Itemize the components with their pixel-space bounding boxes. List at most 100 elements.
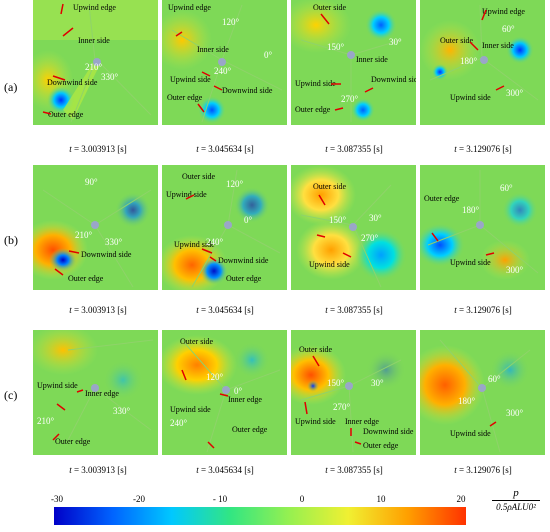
angle-label: 240°	[170, 418, 188, 428]
panel-b-1: 90° 210° 330° Downwind side Outer edge	[33, 165, 158, 290]
row-label-c: (c)	[4, 388, 18, 402]
angle-label: 300°	[506, 265, 524, 275]
unit-numerator: p	[513, 487, 519, 499]
angle-label: 330°	[113, 406, 131, 416]
angle-label: 30°	[369, 213, 382, 223]
time-value: 3.045634	[208, 144, 243, 154]
angle-label: 180°	[462, 205, 480, 215]
time-label: t = 3.129076 [s]	[454, 305, 512, 315]
time-label: t = 3.087355 [s]	[325, 465, 383, 475]
ann-label: Inner side	[78, 36, 110, 45]
colorbar-tick: 10	[376, 494, 386, 504]
angle-label: 60°	[500, 183, 513, 193]
time-label: t = 3.087355 [s]	[325, 144, 383, 154]
time-value: 3.129076	[466, 144, 501, 154]
angle-label: 210°	[37, 416, 55, 426]
ann-label: Upwind side	[170, 75, 211, 84]
angle-label: 180°	[458, 396, 476, 406]
angle-label: 120°	[226, 179, 244, 189]
ann-label: Upwind side	[295, 417, 336, 426]
ann-label: Outer edge	[295, 105, 331, 114]
angle-label: 210°	[75, 230, 93, 240]
ann-label: Downwind side	[371, 75, 416, 84]
ann-label: Inner edge	[85, 389, 119, 398]
angle-label: 30°	[371, 378, 384, 388]
time-label: t = 3.045634 [s]	[196, 305, 254, 315]
ann-label: Outer edge	[363, 441, 399, 450]
time-label: t = 3.045634 [s]	[196, 465, 254, 475]
ann-label: Outer side	[313, 3, 347, 12]
angle-label: 60°	[502, 24, 515, 34]
row-label-b: (b)	[4, 233, 18, 247]
time-label: t = 3.129076 [s]	[454, 144, 512, 154]
colorbar-tick: -20	[133, 494, 145, 504]
panel-a-3: Outer side Inner side Upwind side Downwi…	[291, 0, 416, 125]
colorbar-tick: 20	[456, 494, 466, 504]
ann-label: Outer edge	[424, 194, 460, 203]
panel-a-1: Upwind edge Inner side Downwind side Out…	[33, 0, 158, 125]
panel-b-2: Outer side Upwind side Upwind side Downw…	[162, 165, 287, 290]
time-value: 3.129076	[466, 305, 501, 315]
panel-a-4: Upwind edge Outer side Inner side Upwind…	[420, 0, 545, 125]
ann-label: Upwind edge	[168, 3, 211, 12]
angle-label: 330°	[101, 72, 119, 82]
ann-label: Upwind side	[170, 405, 211, 414]
ann-label: Upwind side	[450, 93, 491, 102]
angle-label: 0°	[264, 50, 273, 60]
ann-label: Upwind edge	[73, 3, 116, 12]
panel-c-3: Outer side Upwind side Inner edge Downwi…	[291, 330, 416, 455]
angle-label: 60°	[488, 374, 501, 384]
ann-label: Inner side	[197, 45, 229, 54]
angle-label: 270°	[341, 94, 359, 104]
panel-a-2: Downwind side Upwind edge Inner side Upw…	[162, 0, 287, 125]
ann-label: Upwind side	[309, 260, 350, 269]
angle-label: 300°	[506, 88, 524, 98]
ann-label: Inner side	[482, 41, 514, 50]
angle-label: 150°	[329, 215, 347, 225]
time-value: 3.003913	[81, 305, 116, 315]
time-label: t = 3.003913 [s]	[69, 465, 127, 475]
ann-label: Outer edge	[55, 437, 91, 446]
angle-label: 120°	[222, 17, 240, 27]
angle-label: 240°	[214, 66, 232, 76]
ann-label: Outer edge	[68, 274, 104, 283]
time-label: t = 3.003913 [s]	[69, 144, 127, 154]
angle-label: 0°	[244, 215, 253, 225]
row-label-a: (a)	[4, 80, 18, 94]
colorbar-tick: 0	[299, 494, 305, 504]
angle-label: 150°	[327, 42, 345, 52]
ann-label: Outer side	[299, 345, 333, 354]
panel-b-3: Outer side Upwind side 150° 30° 270°	[291, 165, 416, 290]
ann-label: Upwind side	[450, 429, 491, 438]
angle-label: 240°	[206, 237, 224, 247]
angle-label: 180°	[460, 56, 478, 66]
ann-label: Upwind edge	[482, 7, 525, 16]
ann-label: Outer side	[180, 337, 214, 346]
ann-label: Downwind side	[81, 250, 132, 259]
ann-label: Upwind side	[450, 258, 491, 267]
time-value: 3.045634	[208, 465, 243, 475]
ann-label: Upwind side	[37, 381, 78, 390]
time-label: t = 3.045634 [s]	[196, 144, 254, 154]
ann-label: Outer edge	[167, 93, 203, 102]
colorbar-tick: -30	[51, 494, 63, 504]
panel-c-2: Outer side Inner edge Upwind side Outer …	[162, 330, 287, 455]
time-value: 3.087355	[337, 465, 372, 475]
ann-label: Upwind side	[174, 240, 215, 249]
panel-c-4: Upwind side 60° 180° 300°	[420, 330, 545, 455]
fraction-bar	[492, 500, 540, 501]
time-value: 3.045634	[208, 305, 243, 315]
ann-label: Outer side	[440, 36, 474, 45]
angle-label: 270°	[361, 233, 379, 243]
ann-label: Outer edge	[232, 425, 268, 434]
angle-label: 0°	[234, 386, 243, 396]
angle-label: 120°	[206, 372, 224, 382]
ann-label: Upwind side	[295, 79, 336, 88]
ann-label: Downwind side	[222, 86, 273, 95]
time-value: 3.003913	[81, 465, 116, 475]
colorbar	[54, 507, 466, 525]
time-value: 3.087355	[337, 305, 372, 315]
unit-denominator: 0.5ρALU0²	[496, 502, 536, 512]
time-value: 3.003913	[81, 144, 116, 154]
ann-label: Upwind side	[166, 190, 207, 199]
